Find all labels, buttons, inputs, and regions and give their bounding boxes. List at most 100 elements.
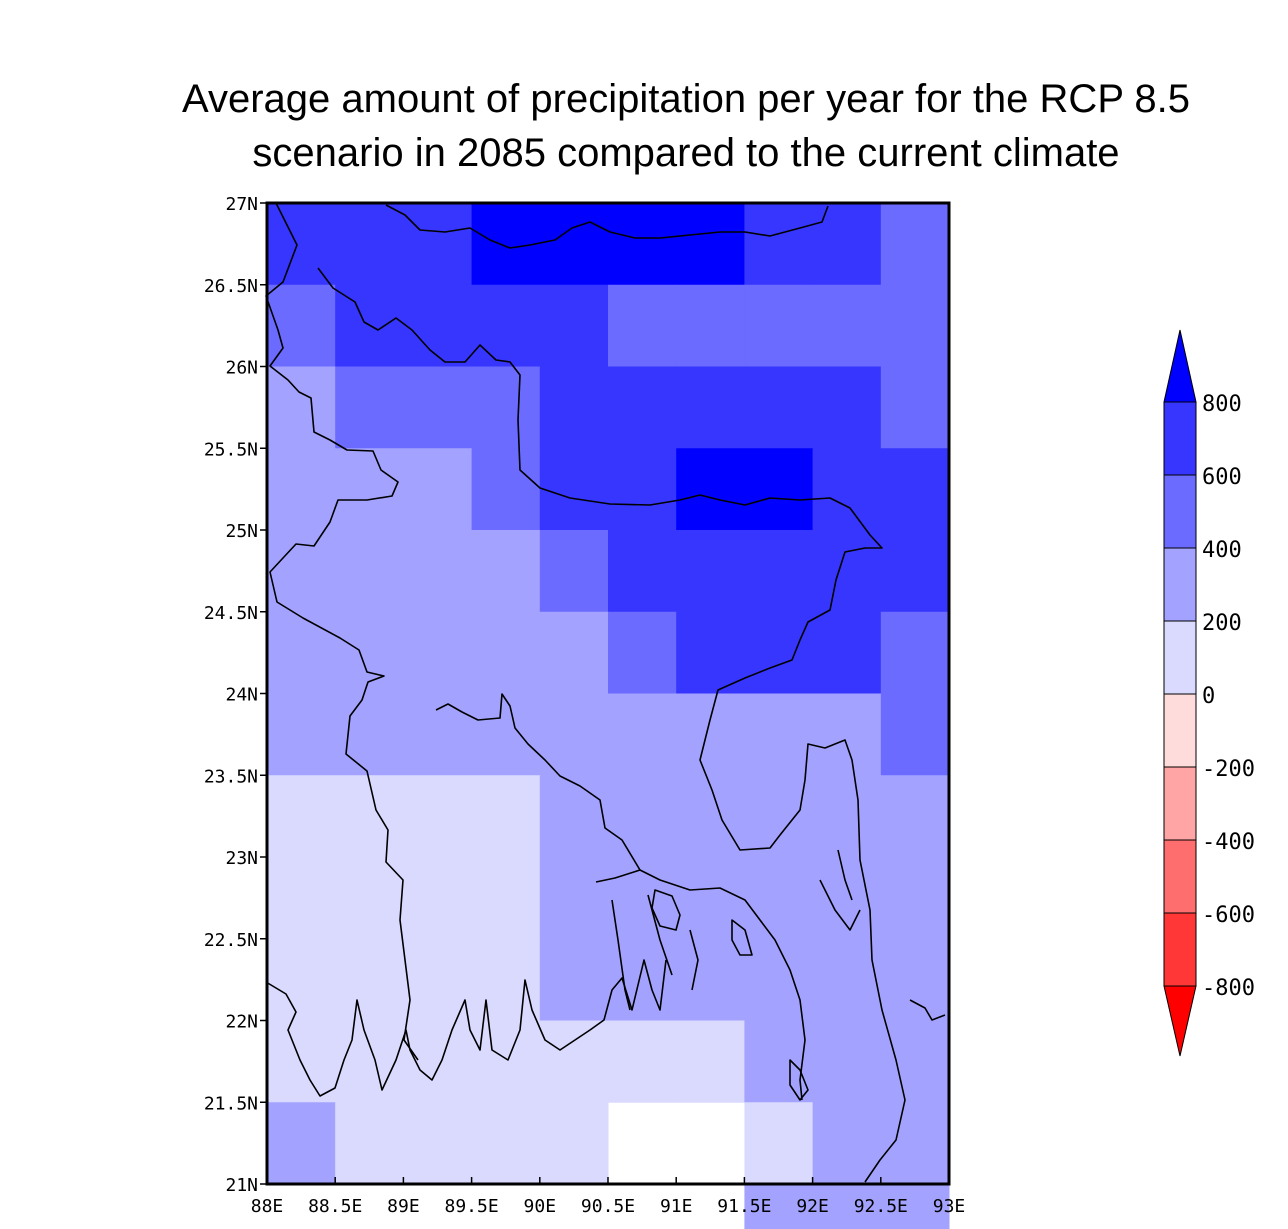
grid-cell — [403, 203, 473, 286]
grid-cell — [403, 530, 473, 613]
grid-cell — [880, 857, 950, 940]
chart-title-line-1: Average amount of precipitation per year… — [182, 77, 1190, 121]
grid-cell — [608, 775, 677, 858]
grid-cell — [744, 530, 814, 613]
grid-cell — [403, 448, 473, 531]
colorbar-legend: 800 600 400 200 0 -200 -400 -600 -800 — [1163, 329, 1255, 1057]
grid-cell — [471, 857, 541, 940]
grid-cell — [608, 693, 677, 776]
colorbar-tick-label: 0 — [1202, 684, 1215, 709]
grid-cell — [335, 938, 404, 1021]
grid-cell — [676, 857, 745, 940]
longitude-axis: 88E 88.5E 89E 89.5E 90E 90.5E 91E 91.5E 92E 92.5E… — [251, 1177, 966, 1217]
grid-cell — [471, 611, 541, 694]
grid-cell — [676, 938, 745, 1021]
colorbar-swatch — [1163, 912, 1197, 987]
grid-cell — [744, 448, 814, 531]
grid-cell — [608, 611, 677, 694]
grid-cell — [608, 938, 677, 1021]
grid-cell — [267, 203, 336, 286]
x-tick-label: 91.5E — [717, 1196, 771, 1217]
grid-cell — [676, 284, 745, 367]
y-tick-label: 24N — [225, 685, 258, 706]
grid-cell — [471, 1102, 541, 1185]
grid-cell — [539, 857, 609, 940]
grid-cell — [403, 1102, 473, 1185]
grid-cell — [539, 448, 609, 531]
sandwip-island-outline — [789, 1059, 809, 1101]
grid-cell — [471, 366, 541, 449]
grid-cell — [335, 611, 404, 694]
grid-cell — [880, 366, 950, 449]
grid-cell — [812, 1020, 882, 1103]
grid-cell — [471, 775, 541, 858]
coastline-and-borders — [265, 202, 946, 1183]
x-tick-label: 88.5E — [308, 1196, 362, 1217]
grid-cell — [880, 775, 950, 858]
grid-cell — [676, 775, 745, 858]
grid-cell — [676, 448, 745, 531]
grid-cell — [335, 203, 404, 286]
grid-cell — [880, 284, 950, 367]
colorbar-tick-label: 800 — [1202, 392, 1242, 417]
y-tick-label: 22.5N — [204, 930, 258, 951]
grid-cell — [471, 203, 541, 286]
y-tick-label: 21N — [225, 1175, 258, 1196]
y-tick-label: 24.5N — [204, 603, 258, 624]
y-tick-label: 22N — [225, 1012, 258, 1033]
grid-cell — [539, 284, 609, 367]
grid-cell — [267, 530, 336, 613]
grid-cell — [403, 938, 473, 1021]
grid-cell — [539, 693, 609, 776]
grid-cell — [744, 366, 814, 449]
grid-cell — [880, 938, 950, 1021]
x-tick-label: 90.5E — [581, 1196, 635, 1217]
grid-cell — [539, 1020, 609, 1103]
latitude-axis: 27N 26.5N 26N 25.5N 25N 24.5N 24N 23.5N 23N 22.5N… — [204, 194, 267, 1196]
grid-cell — [812, 530, 882, 613]
grid-cell — [744, 1102, 814, 1185]
grid-cell — [744, 611, 814, 694]
colorbar-tick-label: -200 — [1202, 757, 1255, 782]
grid-cell — [403, 284, 473, 367]
grid-cell — [403, 1020, 473, 1103]
grid-cell — [812, 611, 882, 694]
colorbar-swatch — [1163, 766, 1197, 841]
colorbar-tick-label: -400 — [1202, 830, 1255, 855]
grid-cell — [539, 530, 609, 613]
grid-cell — [539, 366, 609, 449]
grid-cell — [744, 775, 814, 858]
x-tick-label: 91E — [660, 1196, 693, 1217]
grid-cell — [539, 611, 609, 694]
grid-cell — [335, 693, 404, 776]
colorbar-tick-label: -600 — [1202, 903, 1255, 928]
colorbar-tick-label: 200 — [1202, 611, 1242, 636]
grid-cell — [880, 611, 950, 694]
x-tick-label: 90E — [524, 1196, 557, 1217]
padma-river-line — [435, 693, 806, 1101]
y-tick-label: 25.5N — [204, 439, 258, 460]
grid-cell — [335, 530, 404, 613]
grid-cell — [403, 366, 473, 449]
grid-cell — [812, 448, 882, 531]
grid-cell — [676, 693, 745, 776]
grid-cell — [539, 1102, 609, 1185]
grid-cell — [880, 1020, 950, 1103]
colorbar-swatch — [1163, 547, 1197, 622]
colorbar-swatch — [1163, 839, 1197, 914]
grid-cell — [812, 203, 882, 286]
colorbar-upper-arrow — [1163, 329, 1197, 403]
colorbar-swatch — [1163, 620, 1197, 695]
colorbar-tick-label: -800 — [1202, 976, 1255, 1001]
x-tick-label: 92E — [796, 1196, 829, 1217]
grid-cell — [812, 1184, 882, 1229]
grid-cell — [812, 938, 882, 1021]
grid-cell — [608, 203, 677, 286]
grid-cell — [403, 611, 473, 694]
x-tick-label: 93E — [933, 1196, 966, 1217]
grid-cell — [267, 366, 336, 449]
grid-cell — [267, 938, 336, 1021]
colorbar-swatch — [1163, 693, 1197, 768]
y-tick-label: 21.5N — [204, 1093, 258, 1114]
